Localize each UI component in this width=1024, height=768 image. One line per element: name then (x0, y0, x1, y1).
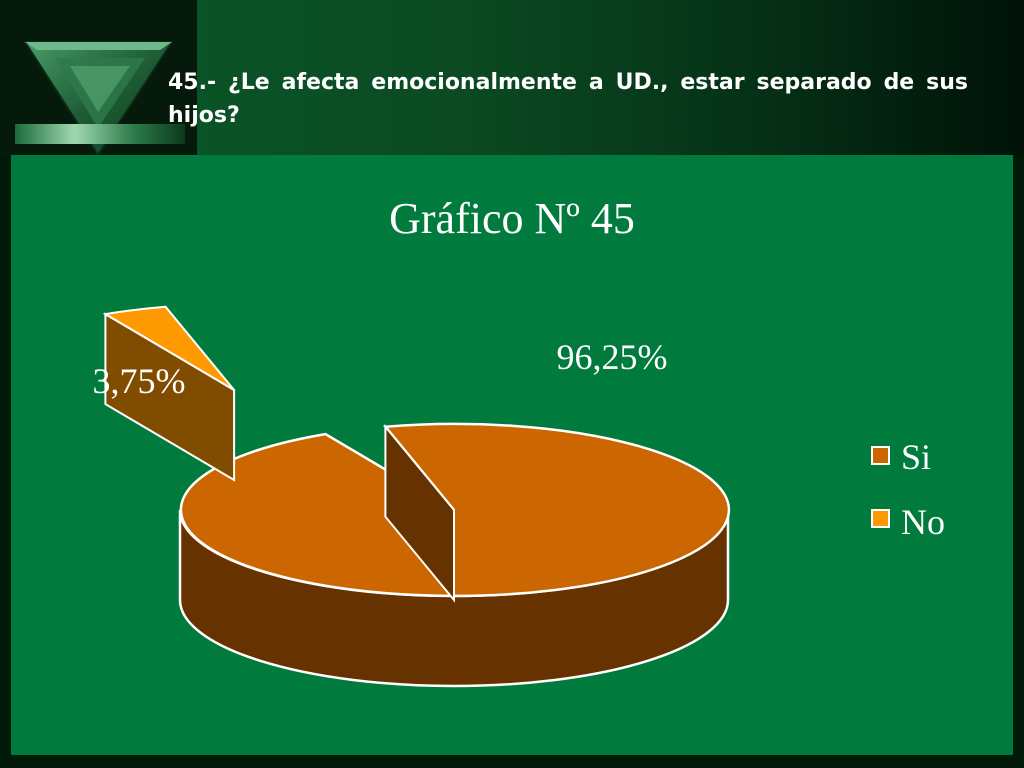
chart-area: Gráfico Nº 45 3,75% 96,25% Si No (11, 155, 1013, 755)
marble-triangle-logo-icon (15, 41, 185, 155)
pie-chart-svg: Gráfico Nº 45 3,75% 96,25% Si No (93, 194, 945, 688)
slide-title: 45.- ¿Le afecta emocionalmente a UD., es… (168, 70, 968, 128)
data-label-no: 3,75% (93, 361, 186, 401)
slide-header: 45.- ¿Le afecta emocionalmente a UD., es… (0, 0, 1024, 155)
data-label-si: 96,25% (557, 337, 668, 377)
legend-swatch-no (871, 509, 890, 528)
legend-swatch-si (871, 446, 890, 465)
pie-slice-si-cut-face (384, 423, 455, 603)
legend-label-no: No (901, 502, 945, 542)
legend-label-si: Si (901, 437, 931, 477)
pie-slice-no[interactable] (102, 305, 235, 391)
legend: Si No (871, 437, 945, 542)
chart-title: Gráfico Nº 45 (389, 194, 635, 243)
logo (0, 0, 197, 155)
